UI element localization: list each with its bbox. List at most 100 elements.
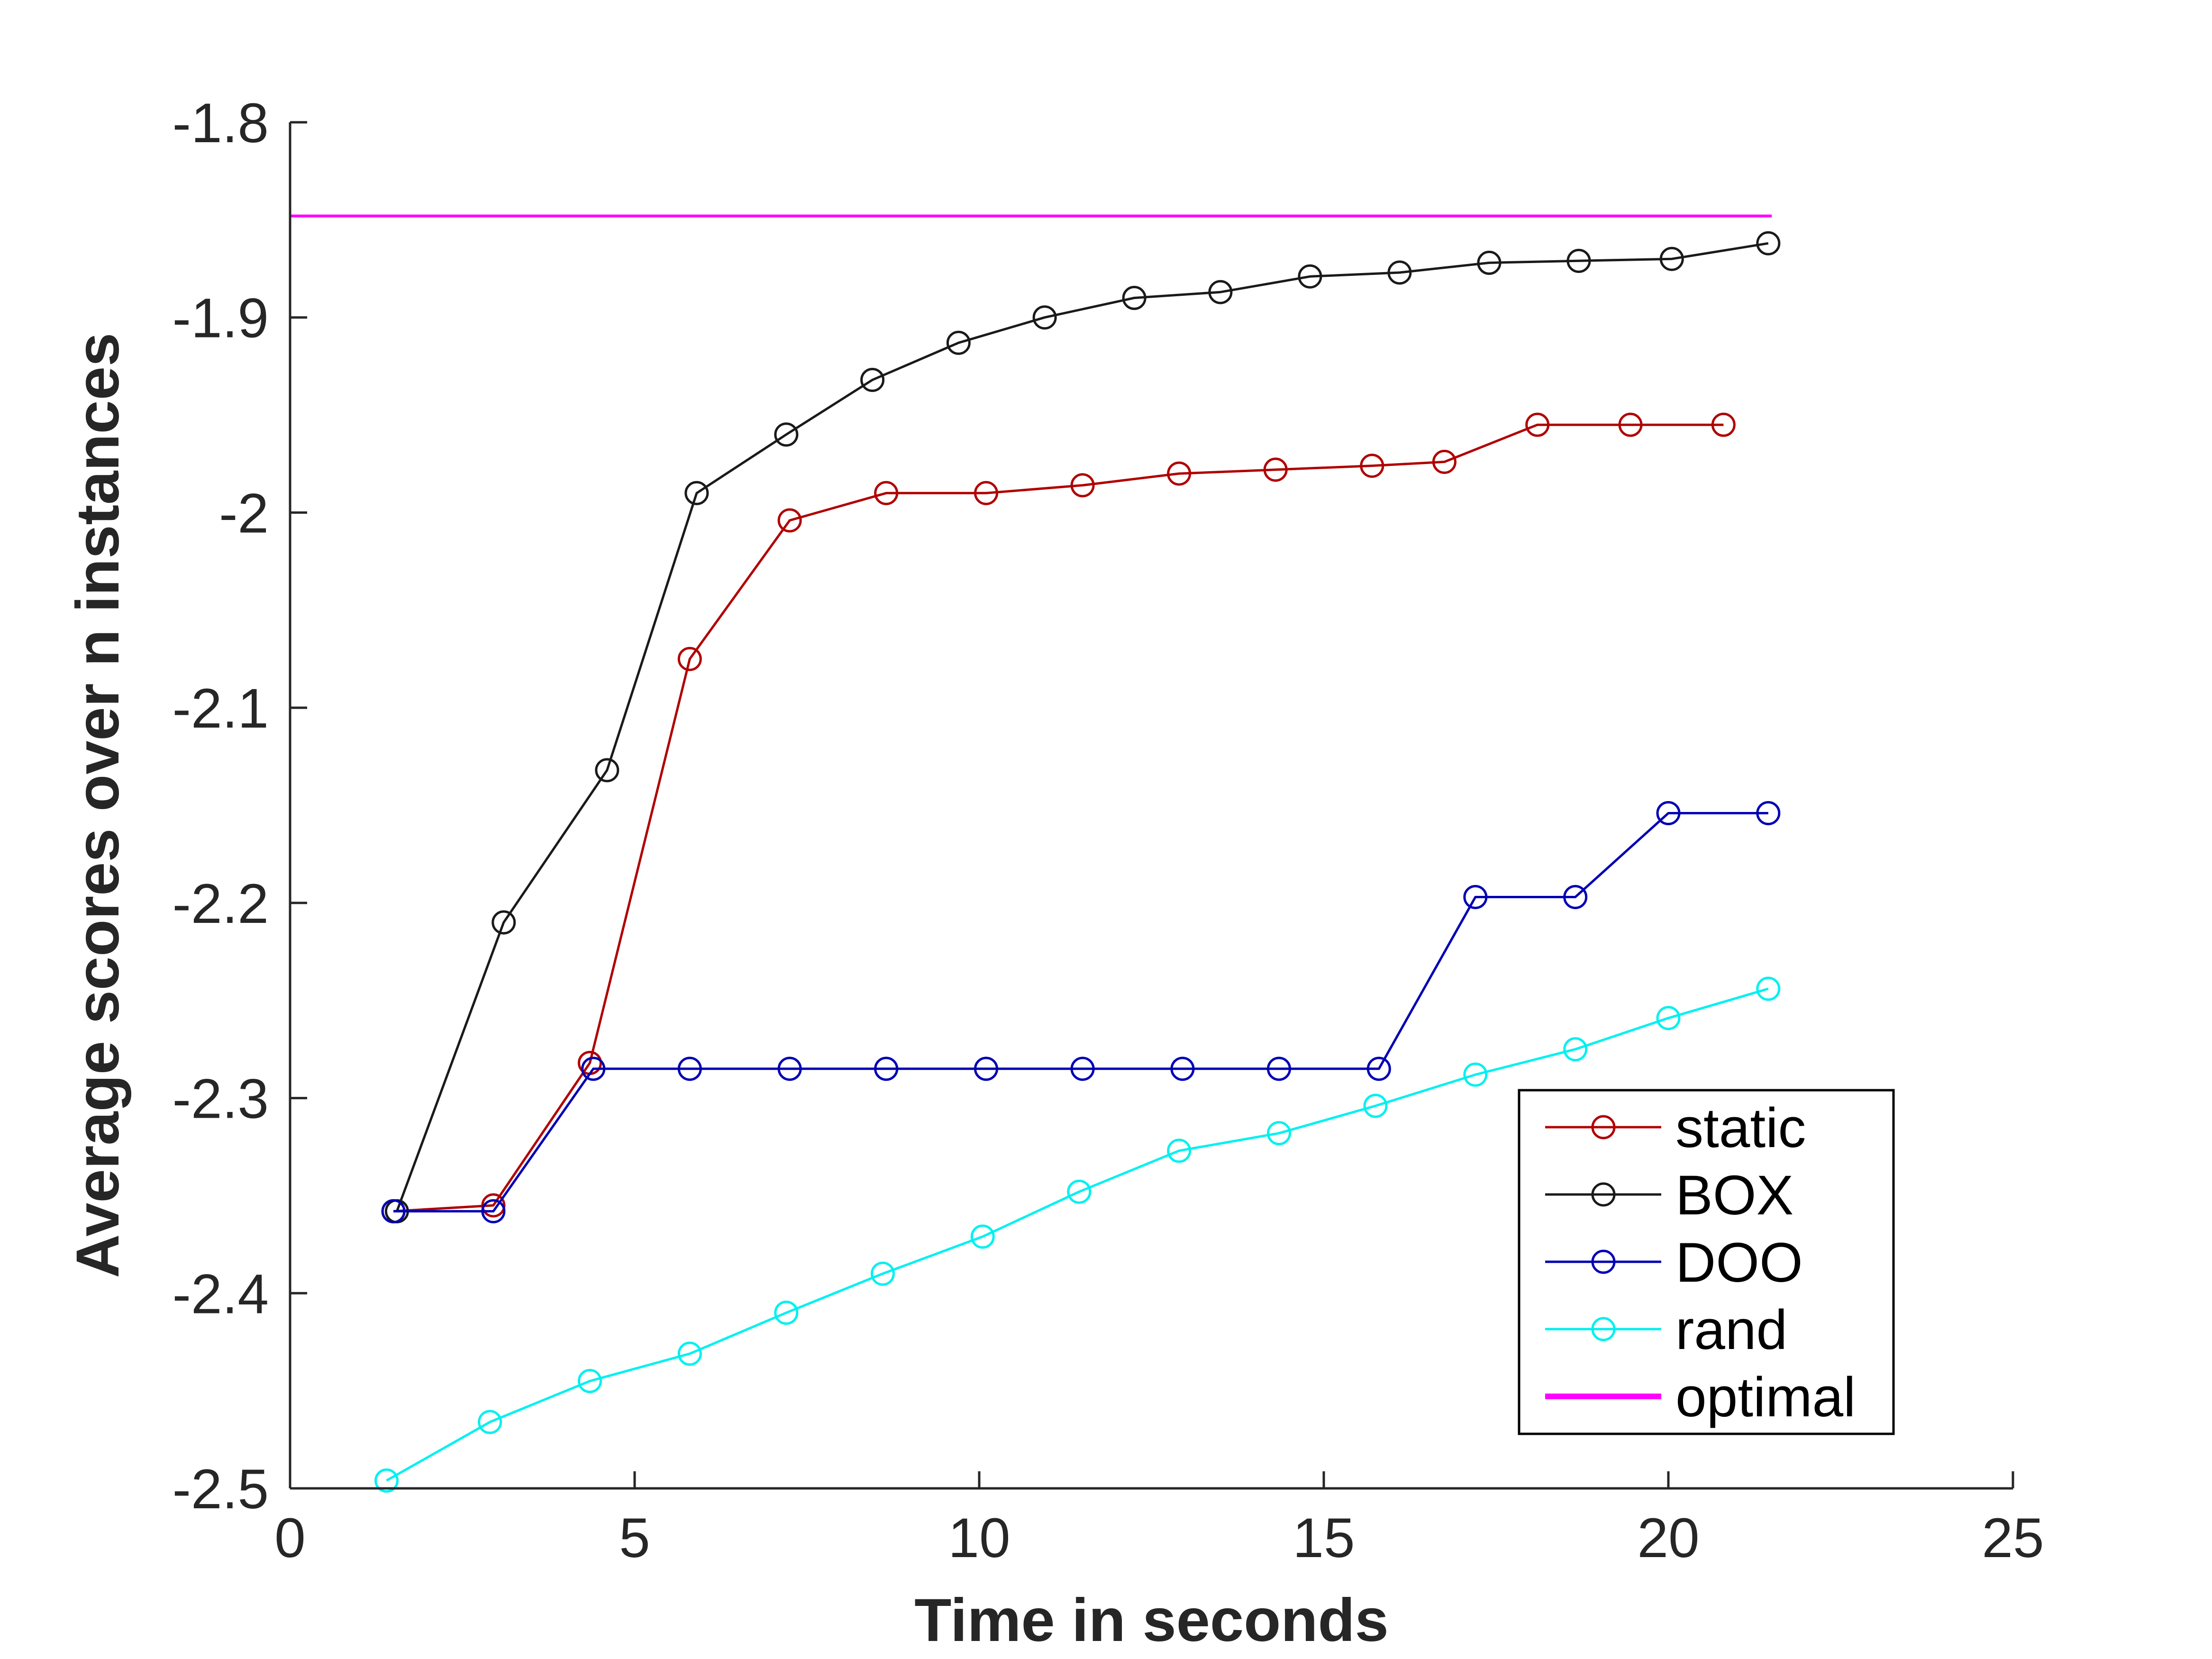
data-point-static xyxy=(1618,412,1643,437)
legend-label: optimal xyxy=(1675,1366,1856,1429)
data-point-rand xyxy=(1266,1121,1291,1146)
y-ticks: -2.5 -2.4 -2.3 -2.2 -2.1 -2 -1.9 -1.8 xyxy=(173,92,307,1521)
data-point-BOX xyxy=(492,910,516,935)
data-point-DOO xyxy=(874,1057,899,1081)
data-point-rand xyxy=(478,1410,502,1434)
data-point-BOX xyxy=(1208,280,1233,304)
data-point-DOO xyxy=(777,1057,802,1081)
data-point-DOO xyxy=(1756,801,1781,825)
data-point-DOO xyxy=(581,1057,606,1081)
data-point-static xyxy=(677,647,702,671)
x-tick-label: 5 xyxy=(619,1507,650,1569)
y-tick-label: -2.5 xyxy=(173,1458,269,1521)
data-point-DOO xyxy=(677,1057,702,1081)
data-point-rand xyxy=(1067,1179,1092,1204)
data-point-DOO xyxy=(1463,885,1488,910)
data-point-BOX xyxy=(1122,286,1147,310)
data-point-DOO xyxy=(1656,801,1681,825)
data-point-DOO xyxy=(481,1199,506,1223)
data-point-rand xyxy=(774,1300,799,1325)
x-tick-label: 10 xyxy=(948,1507,1010,1569)
legend-label: BOX xyxy=(1675,1164,1793,1227)
data-point-BOX xyxy=(1387,260,1412,285)
x-axis: 0 5 10 15 20 25 xyxy=(274,1471,2044,1569)
plot-area xyxy=(290,214,1781,1493)
data-point-DOO xyxy=(974,1057,999,1081)
axes: 0 5 10 15 20 25 -2.5 -2.4 -2.3 -2.2 -2.1 -2 -1.9 -1.… xyxy=(64,92,2044,1654)
y-tick-label: -1.9 xyxy=(173,287,269,350)
data-point-static xyxy=(1360,454,1384,478)
data-point-static xyxy=(1070,473,1095,498)
y-tick-label: -2.3 xyxy=(173,1068,269,1130)
data-point-static xyxy=(777,508,802,533)
legend-item-static: static xyxy=(1545,1097,1806,1159)
data-point-rand xyxy=(577,1369,602,1394)
data-point-rand xyxy=(677,1341,702,1366)
legend-item-DOO: DOO xyxy=(1545,1231,1803,1294)
legend-item-optimal: optimal xyxy=(1545,1366,1856,1429)
data-point-BOX xyxy=(1298,264,1322,289)
series-line-rand xyxy=(386,987,1769,1482)
series-static xyxy=(381,412,1736,1223)
data-point-BOX xyxy=(1756,231,1781,255)
data-point-DOO xyxy=(1266,1057,1291,1081)
data-point-static xyxy=(1432,449,1456,474)
data-point-rand xyxy=(870,1261,895,1286)
data-point-static xyxy=(974,481,999,505)
legend-marker xyxy=(1591,1317,1616,1341)
data-point-DOO xyxy=(381,1199,406,1223)
data-point-BOX xyxy=(1477,250,1502,275)
series-layer xyxy=(290,214,1781,1493)
legend-item-BOX: BOX xyxy=(1545,1164,1793,1227)
data-point-BOX xyxy=(774,422,799,447)
data-point-DOO xyxy=(1070,1057,1095,1081)
series-DOO xyxy=(381,801,1781,1223)
y-tick-label: -2.2 xyxy=(173,873,269,935)
data-point-rand xyxy=(970,1224,995,1249)
y-tick-label: -1.8 xyxy=(173,92,269,155)
data-point-rand xyxy=(1167,1139,1192,1163)
data-point-static xyxy=(874,481,899,505)
data-point-static xyxy=(1263,457,1288,482)
data-point-BOX xyxy=(946,330,971,355)
data-point-BOX xyxy=(1659,246,1684,271)
data-point-BOX xyxy=(860,367,885,392)
legend-label: static xyxy=(1675,1097,1806,1159)
x-tick-label: 0 xyxy=(274,1507,306,1569)
data-point-BOX xyxy=(1566,248,1591,273)
x-tick-label: 20 xyxy=(1637,1507,1699,1569)
data-point-rand xyxy=(1363,1094,1388,1118)
legend-item-rand: rand xyxy=(1545,1299,1787,1361)
series-line-DOO xyxy=(393,812,1768,1212)
series-line-BOX xyxy=(396,242,1769,1212)
legend-label: rand xyxy=(1675,1299,1787,1361)
data-point-rand xyxy=(1463,1062,1488,1087)
legend-marker xyxy=(1591,1115,1616,1139)
data-point-rand xyxy=(1756,976,1781,1001)
data-point-static xyxy=(1525,412,1550,437)
data-point-BOX xyxy=(684,481,709,505)
data-point-BOX xyxy=(1032,305,1057,330)
data-point-DOO xyxy=(1563,885,1588,910)
data-point-DOO xyxy=(1170,1057,1195,1081)
legend-label: DOO xyxy=(1675,1231,1803,1294)
y-tick-label: -2.1 xyxy=(173,677,269,740)
data-point-static xyxy=(1711,412,1736,437)
x-tick-label: 15 xyxy=(1293,1507,1355,1569)
series-line-static xyxy=(393,423,1724,1212)
x-axis-label: Time in seconds xyxy=(914,1586,1389,1654)
legend-marker xyxy=(1591,1249,1616,1274)
data-point-rand xyxy=(1563,1037,1588,1062)
x-ticks: 0 5 10 15 20 25 xyxy=(274,1471,2044,1569)
data-point-static xyxy=(1167,461,1192,486)
y-tick-label: -2.4 xyxy=(173,1263,269,1325)
data-point-static xyxy=(481,1193,506,1218)
legend-marker xyxy=(1591,1182,1616,1207)
y-axis: -2.5 -2.4 -2.3 -2.2 -2.1 -2 -1.9 -1.8 xyxy=(173,92,307,1521)
data-point-BOX xyxy=(595,758,619,783)
data-point-rand xyxy=(1656,1006,1681,1030)
y-tick-label: -2 xyxy=(219,482,269,545)
x-tick-label: 25 xyxy=(1982,1507,2044,1569)
